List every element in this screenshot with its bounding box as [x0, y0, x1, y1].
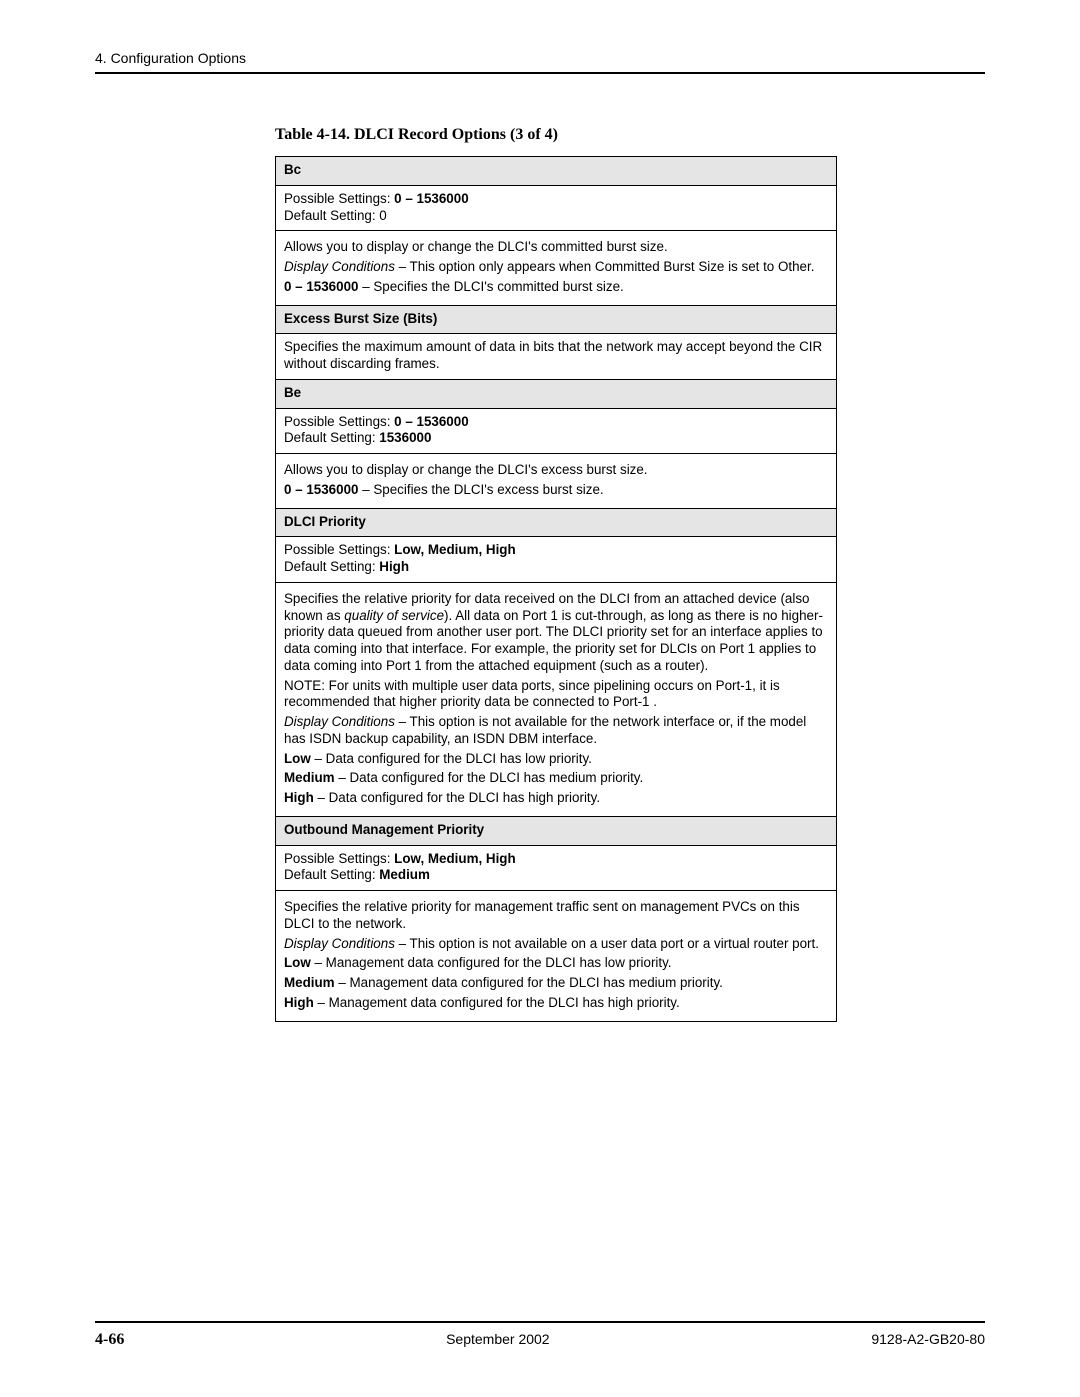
- cell-be-body: Allows you to display or change the DLCI…: [276, 454, 837, 509]
- dlci-high-label: High: [284, 790, 314, 805]
- be-default-value: 1536000: [379, 430, 431, 445]
- bc-range-text: – Specifies the DLCI's committed burst s…: [358, 279, 623, 294]
- dlci-low-label: Low: [284, 751, 311, 766]
- footer-date: September 2002: [446, 1331, 550, 1349]
- omp-cond-text: – This option is not available on a user…: [395, 936, 819, 951]
- dlci-note: NOTE: For units with multiple user data …: [284, 678, 828, 712]
- row-header-be: Be: [276, 379, 837, 408]
- be-range-text: – Specifies the DLCI's excess burst size…: [358, 482, 603, 497]
- omp-possible-value: Low, Medium, High: [394, 851, 516, 866]
- cell-bc-settings: Possible Settings: 0 – 1536000 Default S…: [276, 185, 837, 231]
- omp-default-value: Medium: [379, 867, 430, 882]
- omp-intro: Specifies the relative priority for mana…: [284, 899, 828, 933]
- table-caption: Table 4-14. DLCI Record Options (3 of 4): [275, 126, 985, 144]
- cell-omp-settings: Possible Settings: Low, Medium, High Def…: [276, 845, 837, 891]
- omp-low-text: – Management data configured for the DLC…: [311, 955, 672, 970]
- page-footer: 4-66 September 2002 9128-A2-GB20-80: [95, 1321, 985, 1349]
- dlci-cond-label: Display Conditions: [284, 714, 395, 729]
- be-possible-label: Possible Settings:: [284, 414, 394, 429]
- bc-cond-label: Display Conditions: [284, 259, 395, 274]
- bc-default-label: Default Setting:: [284, 208, 379, 223]
- dlci-intro-em: quality of service: [344, 608, 444, 623]
- dlci-possible-value: Low, Medium, High: [394, 542, 516, 557]
- cell-bc-body: Allows you to display or change the DLCI…: [276, 231, 837, 305]
- be-default-label: Default Setting:: [284, 430, 379, 445]
- cell-be-settings: Possible Settings: 0 – 1536000 Default S…: [276, 408, 837, 454]
- dlci-options-table: Bc Possible Settings: 0 – 1536000 Defaul…: [275, 156, 837, 1022]
- omp-cond-label: Display Conditions: [284, 936, 395, 951]
- bc-intro: Allows you to display or change the DLCI…: [284, 239, 828, 256]
- row-header-omp: Outbound Management Priority: [276, 816, 837, 845]
- dlci-default-label: Default Setting:: [284, 559, 379, 574]
- cell-dlci-body: Specifies the relative priority for data…: [276, 582, 837, 816]
- bc-cond-text: – This option only appears when Committe…: [395, 259, 815, 274]
- omp-med-label: Medium: [284, 975, 335, 990]
- cell-ebs-body: Specifies the maximum amount of data in …: [276, 334, 837, 380]
- cell-dlci-settings: Possible Settings: Low, Medium, High Def…: [276, 537, 837, 583]
- row-header-ebs: Excess Burst Size (Bits): [276, 305, 837, 334]
- omp-high-text: – Management data configured for the DLC…: [314, 995, 680, 1010]
- dlci-possible-label: Possible Settings:: [284, 542, 394, 557]
- be-intro: Allows you to display or change the DLCI…: [284, 462, 828, 479]
- bc-default-value: 0: [379, 208, 386, 223]
- omp-med-text: – Management data configured for the DLC…: [335, 975, 723, 990]
- dlci-med-text: – Data configured for the DLCI has mediu…: [335, 770, 644, 785]
- dlci-low-text: – Data configured for the DLCI has low p…: [311, 751, 592, 766]
- omp-low-label: Low: [284, 955, 311, 970]
- row-header-dlci: DLCI Priority: [276, 508, 837, 537]
- footer-doc: 9128-A2-GB20-80: [871, 1331, 985, 1349]
- be-range-label: 0 – 1536000: [284, 482, 358, 497]
- omp-default-label: Default Setting:: [284, 867, 379, 882]
- cell-omp-body: Specifies the relative priority for mana…: [276, 891, 837, 1022]
- bc-range-label: 0 – 1536000: [284, 279, 358, 294]
- bc-possible-label: Possible Settings:: [284, 191, 394, 206]
- page-number: 4-66: [95, 1331, 124, 1349]
- chapter-heading: 4. Configuration Options: [95, 50, 985, 74]
- omp-possible-label: Possible Settings:: [284, 851, 394, 866]
- dlci-default-value: High: [379, 559, 409, 574]
- dlci-high-text: – Data configured for the DLCI has high …: [314, 790, 600, 805]
- omp-high-label: High: [284, 995, 314, 1010]
- bc-possible-value: 0 – 1536000: [394, 191, 468, 206]
- be-possible-value: 0 – 1536000: [394, 414, 468, 429]
- row-header-bc: Bc: [276, 157, 837, 186]
- dlci-med-label: Medium: [284, 770, 335, 785]
